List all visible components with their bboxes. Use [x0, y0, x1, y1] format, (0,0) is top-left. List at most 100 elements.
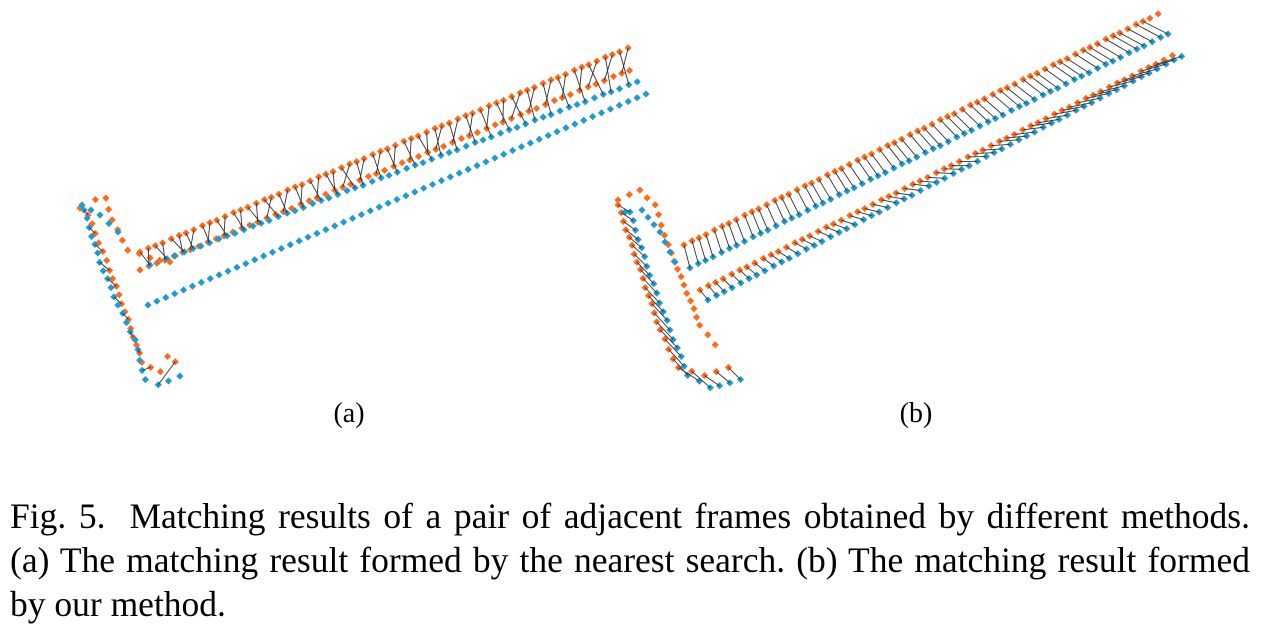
- frame-a-point: [885, 192, 893, 200]
- frame-a-point: [115, 291, 123, 299]
- frame-b-point: [455, 169, 463, 177]
- match-line: [708, 285, 717, 296]
- frame-a-point: [414, 152, 423, 161]
- frame-a-point: [592, 80, 600, 88]
- frame-b-point: [471, 138, 479, 147]
- match-line: [901, 138, 918, 158]
- frame-a-point: [601, 53, 609, 61]
- frame-b-point: [251, 256, 259, 264]
- match-line: [691, 370, 711, 389]
- frame-b-point: [141, 376, 149, 384]
- frame-a-point: [360, 154, 368, 163]
- match-line: [947, 116, 965, 134]
- frame-a-point: [725, 219, 733, 228]
- frame-a-point: [118, 236, 126, 244]
- match-line: [864, 156, 879, 177]
- match-line: [264, 199, 279, 217]
- match-line: [909, 134, 926, 153]
- frame-b-point: [197, 278, 205, 286]
- frame-b-point: [445, 148, 453, 157]
- frame-b-point: [385, 171, 393, 179]
- match-line: [233, 212, 245, 230]
- frame-a-point: [673, 265, 682, 273]
- frame-b-point: [513, 123, 521, 131]
- match-line: [794, 242, 807, 250]
- match-line: [1109, 80, 1134, 88]
- frame-a-point: [774, 247, 782, 256]
- match-line: [888, 195, 905, 200]
- frame-a-point: [383, 145, 391, 153]
- match-line: [728, 223, 738, 246]
- match-line: [644, 287, 660, 304]
- match-line: [393, 145, 396, 167]
- frame-a-point: [260, 196, 269, 204]
- frame-a-point: [683, 289, 691, 297]
- frame-a-point: [109, 275, 117, 283]
- frame-b-point: [633, 94, 641, 102]
- frame-a-point: [465, 132, 473, 140]
- frame-a-point: [741, 211, 749, 219]
- frame-b-point: [666, 248, 674, 256]
- match-line: [721, 226, 731, 249]
- frame-b-point: [331, 222, 339, 230]
- match-line: [659, 329, 678, 349]
- frame-b-point: [83, 214, 91, 222]
- match-line: [642, 278, 658, 294]
- match-line: [636, 261, 651, 276]
- match-line: [894, 142, 910, 162]
- match-line: [386, 148, 398, 173]
- match-line: [864, 208, 880, 213]
- frame-b-point: [393, 195, 401, 204]
- frame-a-point: [288, 204, 296, 212]
- frame-a-point: [625, 66, 634, 75]
- figure-caption: Fig. 5. Matching results of a pair of adj…: [10, 494, 1250, 626]
- match-line: [970, 104, 989, 123]
- frame-a-point: [124, 246, 132, 254]
- match-line: [656, 321, 674, 340]
- match-line: [435, 125, 443, 150]
- frame-b-point: [1094, 64, 1102, 72]
- frame-b-point: [357, 210, 366, 219]
- frame-a-point: [823, 171, 832, 179]
- match-line: [1030, 122, 1052, 127]
- frame-b-point: [526, 139, 534, 147]
- frame-b-point: [1096, 94, 1104, 102]
- match-line: [1061, 105, 1085, 111]
- match-line: [1100, 85, 1125, 93]
- frame-b-point: [446, 173, 454, 181]
- frame-b-point: [224, 267, 232, 275]
- frame-b-point: [428, 180, 437, 189]
- match-line: [621, 47, 629, 74]
- match-line: [881, 199, 897, 204]
- match-line: [1037, 118, 1060, 124]
- frame-a-point: [614, 196, 622, 204]
- frame-a-point: [491, 121, 499, 129]
- frame-a-point: [636, 186, 644, 194]
- frame-b-point: [420, 184, 428, 192]
- match-line: [651, 303, 668, 321]
- match-line: [1124, 72, 1150, 81]
- match-line: [704, 375, 720, 387]
- frame-b-point: [171, 290, 179, 298]
- frame-b-point: [110, 293, 118, 301]
- frame-a-point: [657, 221, 665, 229]
- frame-a-point: [398, 159, 406, 167]
- match-line: [162, 242, 166, 261]
- frame-a-point: [718, 222, 726, 230]
- match-line: [713, 229, 723, 253]
- frame-a-point: [932, 169, 940, 177]
- frame-a-point: [1010, 130, 1018, 139]
- frame-b-point: [322, 226, 330, 234]
- frame-a-point: [680, 281, 688, 289]
- match-line: [678, 367, 700, 382]
- frame-b-point: [131, 336, 139, 344]
- match-line: [818, 179, 832, 200]
- frame-b-point: [105, 219, 113, 228]
- frame-b-point: [94, 249, 102, 257]
- frame-a-point: [1124, 25, 1132, 33]
- match-line: [872, 203, 888, 209]
- match-line: [417, 135, 433, 160]
- match-line: [683, 244, 691, 269]
- frame-b-point: [114, 228, 122, 236]
- frame-b-point: [188, 282, 197, 290]
